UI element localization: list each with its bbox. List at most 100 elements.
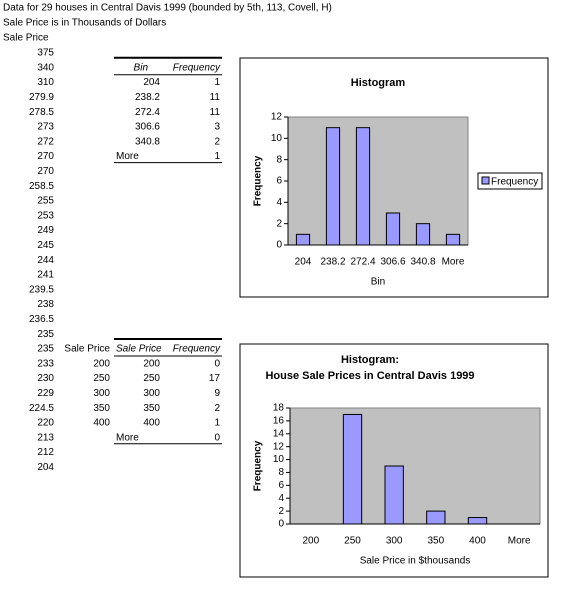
x-tick-label: More <box>508 536 531 547</box>
table-cell: 400 <box>143 418 160 429</box>
bar <box>426 510 446 525</box>
price-cell: 272 <box>37 136 54 147</box>
table-cell: 2 <box>214 136 220 147</box>
table-cell: 204 <box>143 77 160 88</box>
price-cell: 233 <box>37 358 54 369</box>
bar <box>384 465 404 525</box>
table-cell: 200 <box>143 358 160 369</box>
price-cell: 213 <box>37 432 54 443</box>
bar <box>467 517 488 525</box>
table-cell: 350 <box>143 403 160 414</box>
price-cell: 253 <box>37 210 54 221</box>
price-cell: 220 <box>37 418 54 429</box>
table-cell: 0 <box>214 432 220 443</box>
table-cell: More <box>116 151 139 162</box>
header-text: Sale Price is in Thousands of Dollars <box>3 18 166 29</box>
y-tick-label: 4 <box>276 197 282 208</box>
table-cell: 400 <box>93 418 110 429</box>
y-tick-label: 8 <box>278 467 284 478</box>
price-cell: 239.5 <box>29 284 54 295</box>
price-cell: 235 <box>37 344 54 355</box>
table-cell: 1 <box>214 77 220 88</box>
price-cell: 224.5 <box>29 403 54 414</box>
table-cell: 1 <box>214 418 220 429</box>
table-cell: 3 <box>214 122 220 133</box>
table-cell: 272.4 <box>135 107 160 118</box>
y-tick-label: 18 <box>273 403 285 414</box>
price-cell: 244 <box>37 255 54 266</box>
y-tick-label: 2 <box>276 218 282 229</box>
table-cell: 17 <box>209 373 221 384</box>
y-tick-label: 0 <box>276 240 282 251</box>
bar <box>415 223 431 246</box>
table-cell: 340.8 <box>135 136 160 147</box>
price-cell: 229 <box>37 388 54 399</box>
x-tick-label: 250 <box>344 536 361 547</box>
table-cell: More <box>116 432 139 443</box>
bar <box>355 127 371 246</box>
bar <box>385 212 401 246</box>
plot-area <box>287 116 469 246</box>
y-tick-label: 6 <box>278 480 284 491</box>
bar <box>342 413 363 525</box>
price-cell: 212 <box>37 447 54 458</box>
column-label: Sale Price <box>64 344 110 355</box>
price-cell: 375 <box>37 48 54 59</box>
table-cell: 200 <box>93 358 110 369</box>
x-tick-label: More <box>442 257 465 268</box>
price-cell: 235 <box>37 329 54 340</box>
table-cell: 0 <box>214 358 220 369</box>
table-cell: 306.6 <box>135 122 160 133</box>
price-cell: 278.5 <box>29 107 54 118</box>
header-text: Data for 29 houses in Central Davis 1999… <box>3 3 332 14</box>
price-cell: 340 <box>37 62 54 73</box>
price-cell: 270 <box>37 166 54 177</box>
price-cell: 241 <box>37 270 54 281</box>
table-cell: 11 <box>210 92 221 103</box>
x-tick-label: 306.6 <box>380 257 405 268</box>
table-cell: 250 <box>93 373 110 384</box>
price-cell: 258.5 <box>29 181 54 192</box>
x-tick-label: 400 <box>469 536 486 547</box>
price-cell: 310 <box>37 77 54 88</box>
chart-title: Histogram: <box>341 354 399 366</box>
table-cell: 250 <box>143 373 160 384</box>
bar <box>445 233 461 246</box>
price-cell: 236.5 <box>29 314 54 325</box>
legend-box <box>477 172 543 190</box>
column-label: Sale Price <box>3 33 49 44</box>
price-cell: 255 <box>37 196 54 207</box>
table-header: Frequency <box>173 344 221 355</box>
y-tick-label: 16 <box>273 416 285 427</box>
x-tick-label: 300 <box>386 536 403 547</box>
table-cell: 1 <box>214 151 220 162</box>
y-tick-label: 8 <box>276 154 282 165</box>
y-axis-label: Frequency <box>253 155 264 206</box>
legend-label: Frequency <box>491 177 538 188</box>
price-cell: 204 <box>37 462 54 473</box>
price-cell: 230 <box>37 373 54 384</box>
price-cell: 279.9 <box>29 92 54 103</box>
table-header: Sale Price <box>116 344 162 355</box>
table-cell: 9 <box>214 388 220 399</box>
x-tick-label: 238.2 <box>320 257 345 268</box>
x-axis-label: Bin <box>371 277 385 288</box>
x-tick-label: 350 <box>427 536 444 547</box>
y-tick-label: 12 <box>273 441 285 452</box>
table-header: Frequency <box>173 62 221 73</box>
y-tick-label: 10 <box>271 133 283 144</box>
table-cell: 2 <box>214 403 220 414</box>
bar <box>325 127 341 246</box>
y-tick-label: 14 <box>273 428 285 439</box>
price-cell: 249 <box>37 225 54 236</box>
y-tick-label: 12 <box>271 112 283 123</box>
x-tick-label: 200 <box>302 536 319 547</box>
bar <box>295 233 311 246</box>
legend-swatch <box>481 176 490 185</box>
chart-title: Histogram <box>351 77 406 89</box>
x-tick-label: 340.8 <box>410 257 435 268</box>
plot-area <box>289 407 541 525</box>
table-cell: 300 <box>143 388 160 399</box>
table-cell: 11 <box>210 107 221 118</box>
